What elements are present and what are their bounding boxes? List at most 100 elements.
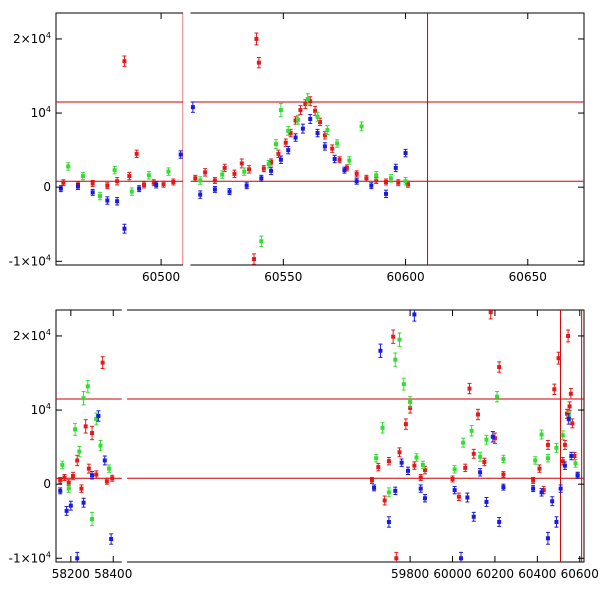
x-tick-label: 60400 xyxy=(518,567,556,581)
data-point xyxy=(58,488,63,493)
data-point xyxy=(171,179,176,184)
data-point xyxy=(537,466,542,471)
data-point xyxy=(418,486,423,491)
data-point xyxy=(222,165,227,170)
x-tick-label: 58200 xyxy=(52,567,90,581)
data-point xyxy=(81,396,86,401)
data-point xyxy=(359,124,364,129)
data-point xyxy=(376,465,381,470)
data-point xyxy=(266,162,271,167)
x-tick-label: 58400 xyxy=(94,567,132,581)
y-tick-label: 0 xyxy=(43,477,51,491)
data-point xyxy=(286,128,291,133)
data-point xyxy=(75,458,80,463)
data-point xyxy=(552,387,557,392)
data-point xyxy=(288,131,293,136)
data-point xyxy=(66,486,71,491)
data-point xyxy=(283,140,288,145)
data-point xyxy=(330,146,335,151)
plot-content xyxy=(56,310,584,562)
data-point xyxy=(274,142,278,147)
data-point xyxy=(469,428,474,433)
data-point xyxy=(90,181,95,186)
data-point xyxy=(463,465,468,470)
data-point xyxy=(461,440,466,445)
top-panel: 60500 60550 60600 60650 -1×104 0 104 2×104 xyxy=(9,12,585,284)
data-point xyxy=(90,190,95,195)
data-point xyxy=(384,179,388,184)
data-point xyxy=(452,467,457,472)
data-point xyxy=(490,434,495,439)
data-point xyxy=(58,186,63,191)
data-point xyxy=(112,168,117,173)
data-point xyxy=(482,459,487,464)
data-point xyxy=(554,519,559,524)
data-point xyxy=(178,152,183,157)
data-point xyxy=(386,490,391,495)
data-point xyxy=(81,500,86,505)
y-tick-label: 2×104 xyxy=(13,328,51,343)
data-point xyxy=(450,476,455,481)
plot-frame xyxy=(55,309,585,563)
data-point xyxy=(70,474,75,479)
data-point xyxy=(344,165,349,170)
data-point xyxy=(252,257,256,262)
data-point xyxy=(566,416,571,421)
x-tick-label: 60650 xyxy=(509,270,547,284)
data-point xyxy=(269,159,274,164)
data-point xyxy=(495,394,500,399)
data-point xyxy=(541,488,546,493)
data-point xyxy=(412,312,417,317)
x-tick-label: 60600 xyxy=(561,567,599,581)
data-point xyxy=(77,449,82,454)
plot-content xyxy=(56,13,584,265)
x-tick-label: 59800 xyxy=(391,567,429,581)
data-point xyxy=(220,172,225,177)
data-point xyxy=(269,168,274,173)
data-point xyxy=(393,357,398,362)
data-point xyxy=(386,519,391,524)
data-point xyxy=(539,490,544,495)
data-point xyxy=(550,499,555,504)
data-point xyxy=(369,183,374,188)
data-point xyxy=(142,182,146,187)
data-point xyxy=(105,183,110,188)
data-point xyxy=(347,158,352,163)
data-point xyxy=(374,173,379,178)
data-point xyxy=(318,119,322,124)
data-point xyxy=(154,182,159,187)
y-tick-label: -1×104 xyxy=(9,253,51,268)
data-point xyxy=(539,432,544,437)
data-point xyxy=(190,105,195,110)
data-point xyxy=(566,333,571,338)
data-point xyxy=(497,519,502,524)
data-point xyxy=(545,442,550,447)
data-point xyxy=(212,178,217,183)
data-point xyxy=(575,473,580,478)
data-point xyxy=(560,433,565,438)
data-point xyxy=(572,454,577,459)
data-point xyxy=(322,133,327,138)
data-point xyxy=(80,174,85,179)
data-point xyxy=(115,199,120,204)
data-point xyxy=(90,517,95,522)
data-point xyxy=(239,161,244,166)
data-point xyxy=(484,437,489,442)
data-point xyxy=(354,171,359,176)
data-point xyxy=(465,495,470,500)
data-point xyxy=(369,478,374,483)
data-point xyxy=(293,135,298,140)
axis-break xyxy=(121,309,128,563)
x-tick-label: 60000 xyxy=(433,567,471,581)
data-point xyxy=(232,171,237,176)
data-point xyxy=(313,108,318,113)
data-point xyxy=(109,537,114,542)
data-point xyxy=(129,189,134,194)
data-point xyxy=(545,536,550,541)
data-point xyxy=(242,169,247,174)
data-point xyxy=(374,456,379,461)
data-point xyxy=(364,176,369,181)
data-point xyxy=(531,486,536,491)
data-point xyxy=(66,480,71,485)
data-point xyxy=(467,386,472,391)
